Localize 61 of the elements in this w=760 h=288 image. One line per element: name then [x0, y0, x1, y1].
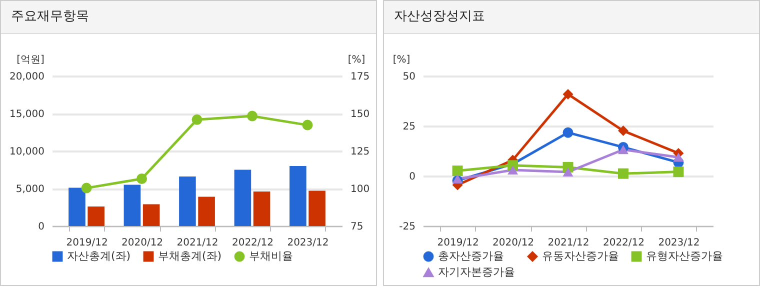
legend-label: 총자산증가율 [438, 250, 504, 263]
x-tick-label: 2019/12 [437, 238, 479, 248]
y-tick-label: 10,000 [10, 146, 44, 158]
x-tick-label: 2021/12 [176, 238, 218, 248]
bar [308, 190, 326, 226]
point [562, 127, 574, 138]
x-tick-label: 2022/12 [602, 238, 645, 248]
bar [290, 166, 306, 226]
y2-tick-label: 150 [350, 109, 370, 120]
y-tick-label: 50 [402, 72, 416, 82]
point [618, 168, 628, 179]
bar [198, 196, 215, 226]
x-tick-label: 2020/12 [121, 238, 164, 248]
legend-label: 자기자본증가율 [438, 266, 515, 278]
y-tick-label: 15,000 [10, 109, 44, 120]
bar [142, 204, 160, 226]
y2-tick-label: 75 [350, 222, 364, 232]
y2-tick-label: 100 [350, 184, 370, 195]
x-tick-label: 2019/12 [66, 238, 108, 248]
bar [68, 188, 86, 226]
legend-label: 부채비율 [249, 250, 293, 263]
chart-title: 자산성장성지표 [384, 1, 759, 34]
y-axis-title: [억원] [16, 54, 44, 66]
bar [234, 170, 252, 226]
y-axis-title: [%] [392, 54, 410, 66]
legend-label: 부채총계(좌) [158, 250, 222, 263]
y2-axis-title: [%] [348, 54, 366, 66]
bar [88, 206, 104, 226]
y2-tick-label: 125 [350, 146, 370, 158]
legend-label: 유동자산증가율 [542, 250, 619, 263]
y-tick-label: 25 [402, 122, 416, 132]
point [673, 166, 684, 178]
point [618, 145, 628, 154]
point [508, 165, 518, 175]
y-tick-label: 20,000 [10, 72, 44, 82]
point [618, 126, 628, 136]
y-tick-label: 5,000 [16, 184, 44, 195]
legend-label: 자산총계(좌) [67, 250, 131, 263]
point [81, 182, 92, 194]
y-tick-label: -25 [399, 222, 416, 232]
point [302, 120, 313, 130]
y2-tick-label: 175 [350, 72, 370, 82]
x-tick-label: 2022/12 [232, 238, 274, 248]
point [562, 88, 574, 100]
bar [124, 184, 141, 226]
point [246, 110, 258, 122]
y-tick-label: 0 [409, 172, 416, 182]
point [673, 152, 684, 162]
x-tick-label: 2023/12 [287, 238, 329, 248]
bar [179, 176, 196, 226]
point [452, 166, 463, 176]
point [192, 114, 202, 125]
point [136, 174, 148, 184]
x-tick-label: 2020/12 [492, 238, 534, 248]
bar [253, 192, 270, 226]
point [562, 167, 574, 177]
x-tick-label: 2023/12 [658, 238, 700, 248]
legend-label: 유형자산증가율 [646, 250, 723, 263]
x-tick-label: 2021/12 [548, 238, 590, 248]
chart-title: 주요재무항목 [1, 1, 376, 34]
y-tick-label: 0 [38, 222, 44, 232]
